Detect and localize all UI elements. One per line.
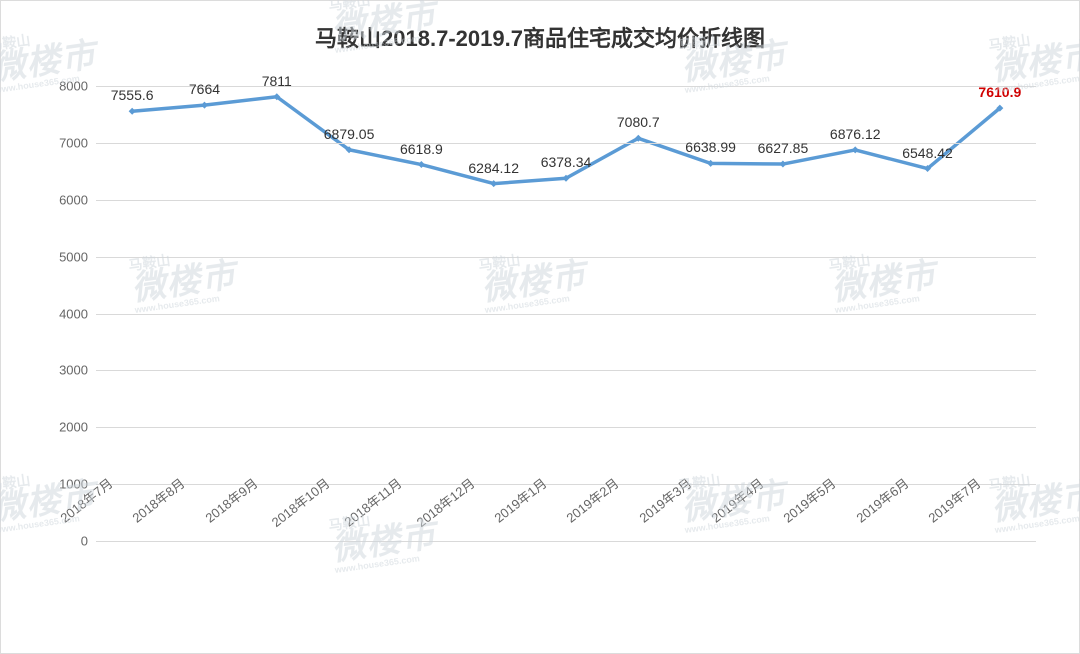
y-tick-label: 3000 (59, 363, 88, 378)
gridline (96, 200, 1036, 201)
data-label: 6284.12 (468, 160, 519, 176)
data-label: 6627.85 (758, 140, 809, 156)
data-label: 7664 (189, 81, 220, 97)
gridline (96, 143, 1036, 144)
gridline (96, 314, 1036, 315)
chart-title: 马鞍山2018.7-2019.7商品住宅成交均价折线图 (1, 21, 1079, 53)
data-label: 6638.99 (685, 139, 736, 155)
data-label: 6378.34 (541, 154, 592, 170)
gridline (96, 427, 1036, 428)
data-label: 7811 (262, 73, 292, 89)
gridline (96, 370, 1036, 371)
y-tick-label: 8000 (59, 79, 88, 94)
data-label: 6876.12 (830, 126, 881, 142)
gridline (96, 257, 1036, 258)
data-label: 6618.9 (400, 141, 443, 157)
plot-area: 0100020003000400050006000700080002018年7月… (96, 86, 1036, 541)
y-tick-label: 5000 (59, 249, 88, 264)
gridline (96, 86, 1036, 87)
data-label: 6548.42 (902, 145, 953, 161)
y-tick-label: 4000 (59, 306, 88, 321)
chart-container: 马鞍山2018.7-2019.7商品住宅成交均价折线图 010002000300… (0, 0, 1080, 654)
data-label: 7555.6 (111, 87, 154, 103)
data-label: 7610.9 (978, 84, 1021, 100)
series-marker (201, 102, 208, 109)
data-label: 7080.7 (617, 114, 660, 130)
series-marker (129, 108, 136, 115)
series-marker (779, 161, 786, 168)
data-label: 6879.05 (324, 126, 375, 142)
y-tick-label: 2000 (59, 420, 88, 435)
series-marker (852, 146, 859, 153)
y-tick-label: 7000 (59, 135, 88, 150)
y-tick-label: 6000 (59, 192, 88, 207)
